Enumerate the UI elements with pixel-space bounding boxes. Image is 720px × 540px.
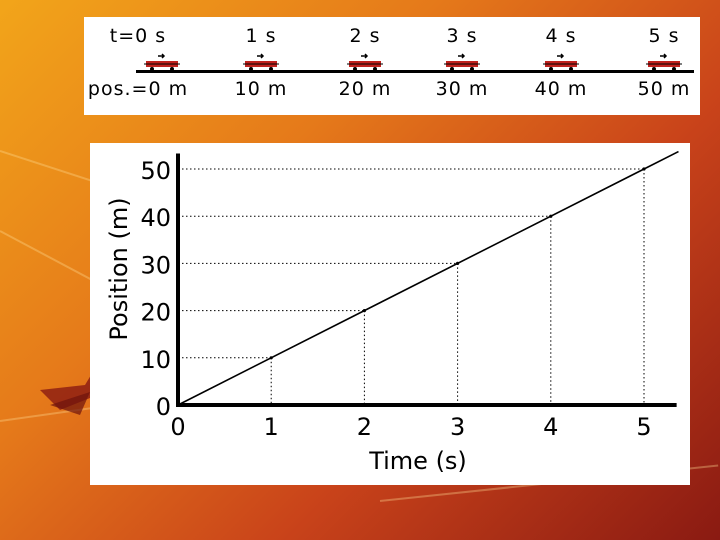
time-label: 4 s bbox=[545, 25, 577, 47]
x-tick-label: 3 bbox=[450, 413, 465, 441]
timeline-track bbox=[136, 70, 694, 73]
y-tick-label: 0 bbox=[156, 393, 171, 421]
cart-icon bbox=[243, 53, 279, 71]
data-point bbox=[642, 167, 646, 171]
time-label: 3 s bbox=[446, 25, 478, 47]
y-axis-label: Position (m) bbox=[105, 197, 133, 340]
cart-icon bbox=[543, 53, 579, 71]
position-label: 10 m bbox=[234, 78, 288, 100]
data-point bbox=[549, 214, 553, 218]
x-tick-label: 4 bbox=[543, 413, 558, 441]
data-point bbox=[176, 403, 180, 407]
position-time-chart: 0 10 20 30 40 50 0 1 2 3 4 5 Time (s) Position (m) bbox=[105, 150, 679, 475]
y-tick-label: 10 bbox=[140, 346, 171, 374]
y-tick-label: 50 bbox=[140, 157, 171, 185]
x-tick-label: 2 bbox=[357, 413, 372, 441]
x-tick-label: 5 bbox=[636, 413, 651, 441]
x-axis-label: Time (s) bbox=[368, 447, 467, 475]
position-label: 50 m bbox=[637, 78, 691, 100]
data-point bbox=[456, 261, 460, 265]
time-label: t=0 s bbox=[109, 25, 167, 47]
chart-panel: 0 10 20 30 40 50 0 1 2 3 4 5 Time (s) Position (m) bbox=[90, 143, 690, 485]
position-label: 30 m bbox=[435, 78, 489, 100]
data-line bbox=[177, 150, 679, 406]
cart-icon bbox=[144, 53, 180, 71]
data-point bbox=[362, 309, 366, 313]
position-label: 20 m bbox=[338, 78, 392, 100]
x-tick-label: 1 bbox=[264, 413, 279, 441]
cart-timeline-panel: t=0 s 1 s 2 s 3 s 4 s 5 s pos.=0 m 10 m 20 m 30 … bbox=[84, 17, 700, 115]
cart-icon bbox=[347, 53, 383, 71]
time-label: 5 s bbox=[648, 25, 680, 47]
time-label: 1 s bbox=[245, 25, 277, 47]
y-tick-label: 30 bbox=[140, 251, 171, 279]
cart-icon bbox=[444, 53, 480, 71]
x-tick-label: 0 bbox=[170, 413, 185, 441]
data-point bbox=[269, 356, 273, 360]
cart-icon bbox=[646, 53, 682, 71]
y-tick-label: 20 bbox=[140, 299, 171, 327]
time-label: 2 s bbox=[349, 25, 381, 47]
position-label: 40 m bbox=[534, 78, 588, 100]
position-label: pos.=0 m bbox=[87, 78, 189, 100]
y-tick-label: 40 bbox=[140, 204, 171, 232]
